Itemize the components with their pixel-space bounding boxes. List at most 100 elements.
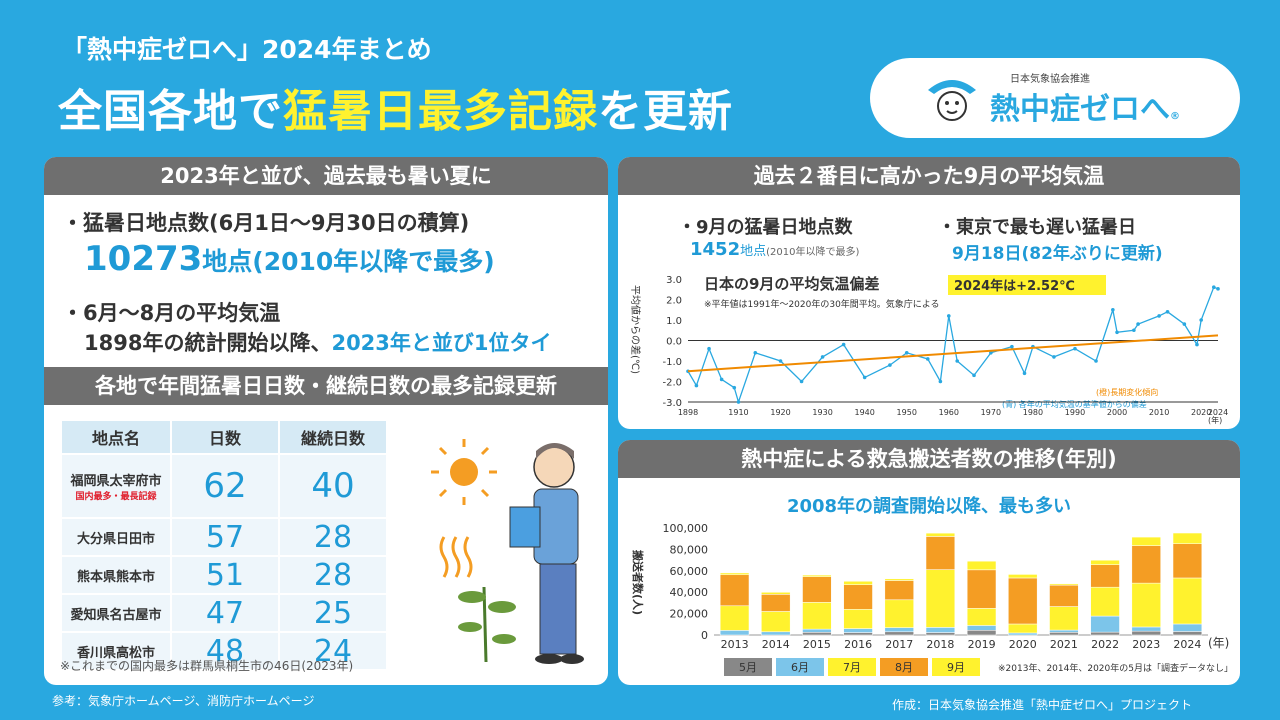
sept-heat-days-unit: 地点	[740, 244, 767, 259]
mascot-icon	[928, 80, 976, 121]
bar-x-tick-label: 2021	[1050, 638, 1078, 651]
y-axis-label: 平均値からの差(℃)	[629, 285, 642, 374]
x-tick-label: 2020	[1191, 408, 1211, 417]
emergency-transport-panel: 熱中症による救急搬送者数の推移(年別) 2008年の調査開始以降、最も多い 搬送…	[618, 440, 1240, 685]
tokyo-late-heat-value: 9月18日(82年ぶりに更新)	[952, 244, 1163, 264]
bar-segment	[966, 608, 997, 626]
legend-swatch	[932, 658, 980, 676]
row-location-name: 福岡県太宰府市	[70, 474, 162, 489]
summer-temp-detail: 1898年の統計開始以降、2023年と並び1位タイ	[84, 327, 552, 357]
anomaly-point	[1022, 371, 1027, 376]
anomaly-point	[707, 346, 711, 351]
bar-segment	[1049, 584, 1079, 607]
bar-segment	[802, 632, 832, 636]
bar-segment	[719, 630, 750, 636]
anomaly-point	[778, 359, 783, 363]
anomaly-point	[1094, 359, 1098, 363]
table-row: 大分県日田市 57 28	[62, 519, 386, 555]
y-tick-label: 2.0	[666, 296, 682, 307]
row-days: 47	[172, 595, 278, 631]
anomaly-point	[1073, 346, 1077, 351]
anomaly-point	[841, 342, 846, 347]
sept-heat-days: 1452地点(2010年以降で最多)	[690, 239, 859, 260]
footer-source: 参考：気象庁ホームページ、消防庁ホームページ	[52, 694, 315, 708]
anomaly-point	[862, 375, 867, 380]
y-tick-label: -1.0	[662, 357, 682, 368]
anomaly-point	[1111, 307, 1115, 312]
bar-x-axis-label: (年)	[1208, 636, 1229, 650]
bar-x-tick-label: 2023	[1132, 638, 1160, 651]
headline-part3: を更新	[598, 86, 733, 137]
person-pants	[539, 563, 577, 655]
bar-segment	[719, 605, 750, 631]
bar-segment	[966, 630, 997, 636]
anomaly-point	[938, 379, 943, 384]
bar-y-axis-label: 搬送者数(人)	[631, 550, 645, 615]
x-tick-label: 1940	[854, 408, 874, 417]
table-row: 福岡県太宰府市 国内最多・最長記録 62 40	[62, 455, 386, 517]
bar-segment	[802, 602, 832, 630]
bar-segment	[1172, 631, 1203, 636]
bar-segment	[884, 627, 914, 633]
x-tick-label: 1920	[770, 408, 790, 417]
bar-note: ※2013年、2014年、2020年の5月は「調査データなし」	[998, 662, 1233, 674]
anomaly-point	[799, 379, 804, 384]
legend-swatch	[724, 658, 772, 676]
bar-segment	[925, 627, 956, 633]
trend-line	[687, 334, 1219, 373]
sept-heat-days-note: (2010年以降で最多)	[766, 247, 860, 258]
bar-y-tick-label: 60,000	[670, 565, 709, 578]
row-location: 香川県高松市	[62, 633, 170, 669]
y-tick-label: 0.0	[666, 337, 682, 348]
x-tick-label: 1898	[678, 408, 698, 417]
row-streak: 40	[280, 455, 386, 517]
bar-segment	[1008, 632, 1038, 636]
bar-x-tick-label: 2017	[885, 638, 913, 651]
x-tick-label: 2024	[1208, 408, 1228, 417]
anomaly-point	[1199, 318, 1203, 322]
anomaly-point	[732, 385, 737, 390]
brand-logo: 日本気象協会推進 熱中症ゼロへ®	[870, 58, 1240, 138]
heat-person-illustration	[431, 439, 584, 664]
bar-segment	[1172, 532, 1203, 544]
anomaly-point	[719, 377, 724, 382]
bar-segment	[843, 628, 873, 633]
extreme-heat-count: 10273地点(2010年以降で最多)	[84, 239, 495, 279]
x-tick-label: 1930	[812, 408, 832, 417]
bar-segment	[761, 592, 791, 595]
bar-segment	[1008, 577, 1038, 625]
row-days: 48	[172, 633, 278, 669]
bar-segment	[1172, 623, 1203, 632]
anomaly-point	[736, 400, 741, 404]
anomaly-point	[955, 359, 960, 363]
bar-y-tick-label: 40,000	[670, 586, 709, 599]
september-temp-panel: 過去２番目に高かった9月の平均気温 ・9月の猛暑日地点数 1452地点(2010…	[618, 157, 1240, 429]
anomaly-point	[1115, 330, 1119, 335]
legend-trend: (橙)長期変化傾向	[1096, 387, 1158, 397]
chart-badge-bg	[948, 275, 1106, 295]
september-temp-title: 過去２番目に高かった9月の平均気温	[618, 157, 1240, 195]
emergency-transport-subtitle: 2008年の調査開始以降、最も多い	[786, 496, 1072, 517]
x-tick-label: 1910	[728, 408, 748, 417]
record-badge: 国内最多・最長記録	[75, 492, 157, 502]
bar-x-tick-label: 2014	[762, 638, 790, 651]
wilted-plant-icon	[458, 586, 516, 663]
extreme-heat-count-label: ・猛暑日地点数(6月1日〜9月30日の積算)	[62, 211, 470, 235]
bar-segment	[1049, 629, 1079, 633]
anomaly-point	[946, 314, 951, 318]
bar-y-tick-label: 80,000	[670, 543, 709, 556]
bar-segment	[761, 594, 791, 612]
summer-temp-detail-a: 1898年の統計開始以降、	[84, 331, 332, 355]
anomaly-point	[1182, 322, 1187, 326]
records-table: 地点名 日数 継続日数 福岡県太宰府市 国内最多・最長記録 62 40 大分県日…	[60, 419, 388, 671]
bar-segment	[843, 581, 873, 585]
table-row: 熊本県熊本市 51 28	[62, 557, 386, 593]
tokyo-late-heat-label: ・東京で最も遅い猛暑日	[938, 217, 1136, 238]
bar-y-tick-label: 0	[701, 629, 708, 642]
bar-segment	[761, 631, 791, 636]
bar-segment	[1008, 574, 1038, 579]
x-tick-label: 1970	[981, 408, 1001, 417]
clipboard-icon	[509, 506, 541, 548]
page-headline: 全国各地で猛暑日最多記録を更新	[58, 75, 733, 139]
row-days: 57	[172, 519, 278, 555]
